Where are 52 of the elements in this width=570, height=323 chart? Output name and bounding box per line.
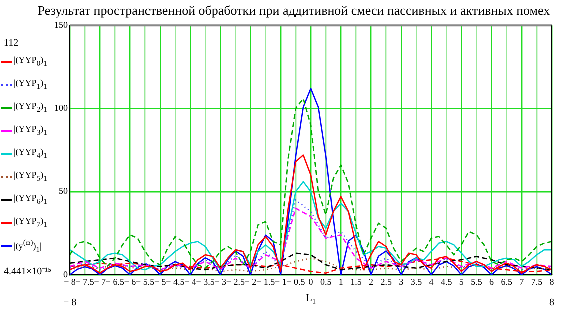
x-tick-label: 5.5 [471,276,483,287]
x-tick-label: − 8 [64,276,76,287]
x-tick-label: − 5.5 [136,276,156,287]
x-tick-label: 2 [369,276,374,287]
x-tick-label: − 5 [154,276,167,287]
text: 8 [550,298,554,309]
legend-label: |(YYP$_{1}$)$_{1}$| [14,76,50,92]
text: 112 [4,38,19,50]
text: 4.441×10⁻¹⁵ [4,266,52,278]
y-tick-label: 150 [54,20,68,30]
x-tick-label: − 2.5 [226,276,246,287]
x-tick-label: − 1.5 [256,276,276,287]
y-tick-label: 100 [54,103,68,114]
x-tick-label: 0 [308,276,314,287]
x-tick-label: 1 [338,276,344,287]
x-tick-label: − 3.5 [196,276,216,287]
x-tick-label: 0.5 [320,276,332,287]
y-tick-label: 50 [59,186,68,196]
x-tick-label: 5 [459,276,464,287]
text: − 8 [63,298,77,309]
x-tick-label: 6 [490,276,494,287]
legend-label: |(YYP$_{4}$)$_{1}$| [14,146,50,162]
x-tick-label: − 7.5 [76,276,95,287]
x-tick-label: − 7 [94,276,107,287]
x-tick-label: 2.5 [380,276,392,287]
legend-label: |(YYP$_{5}$)$_{1}$| [14,168,50,184]
legend-label: |(YYP$_{0}$)$_{1}$| [14,54,50,70]
x-tick-label: 7.5 [531,276,544,287]
x-tick-label: − 4.5 [166,276,186,287]
x-axis-title: L₁ [306,292,316,304]
x-tick-label: 3 [399,276,404,287]
x-tick-label: 8 [550,276,555,287]
x-tick-label: − 0.5 [286,276,306,287]
x-tick-label: 4 [429,276,434,287]
x-tick-label: 7 [520,276,525,287]
x-tick-label: − 2 [244,276,257,287]
x-tick-label: − 6.5 [106,276,125,287]
x-tick-label: 1.5 [350,276,362,287]
legend-label: |(y$^{(ω)}$)$_{1}$| [14,236,42,256]
x-tick-label: − 6 [124,276,137,287]
x-tick-label: 3.5 [410,276,423,287]
x-tick-label: − 1 [274,276,287,287]
legend-label: |(YYP$_{3}$)$_{1}$| [14,122,50,138]
x-tick-label: 4.5 [440,276,453,287]
legend-label: |(YYP$_{6}$)$_{1}$| [14,192,50,208]
x-tick-label: 6.5 [501,276,513,287]
legend-label: |(YYP$_{2}$)$_{1}$| [14,100,50,116]
legend-label: |(YYP$_{7}$)$_{1}$| [14,214,50,230]
y-tick-label: 0 [64,269,68,280]
x-tick-label: − 3 [214,276,228,287]
chart-title: Результат пространственной обработки при аддитивной смеси пассивных и активных помех [38,3,551,18]
x-tick-label: − 4 [184,276,197,287]
